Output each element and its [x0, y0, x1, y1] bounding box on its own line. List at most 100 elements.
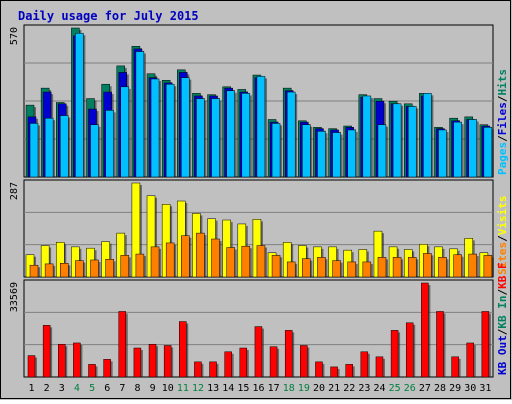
bar-kbf-day-29 [451, 356, 459, 378]
bar-kbf-day-9 [148, 343, 157, 378]
bar-pages-day-31 [483, 127, 493, 178]
bar-kbf-day-20 [315, 361, 323, 378]
bar-kbf-day-6 [103, 359, 111, 378]
legend-entry: KB Out [496, 335, 509, 375]
legend-entry: / [496, 235, 509, 242]
bar-kbf-day-10 [163, 345, 172, 378]
bar-pages-day-24 [377, 124, 387, 178]
legend-entry: Sites [496, 242, 509, 275]
legend-kb: KB Out/KB In/KB F [496, 262, 509, 375]
x-tick-label: 1 [29, 383, 35, 394]
x-tick-label: 24 [374, 383, 386, 394]
bar-sites-day-19 [302, 258, 311, 278]
bar-kbf-day-14 [224, 351, 232, 378]
x-tick-label: 9 [150, 383, 156, 394]
legend-hits-files-pages: Pages/Files/Hits [496, 69, 509, 175]
x-tick-label: 15 [237, 383, 249, 394]
x-tick-label: 17 [268, 383, 280, 394]
x-tick-label: 21 [328, 383, 340, 394]
x-tick-label: 18 [283, 383, 295, 394]
bar-kbf-day-28 [436, 311, 444, 378]
x-tick-label: 11 [177, 383, 189, 394]
bar-kbf-day-13 [209, 361, 217, 378]
bar-kbf-day-19 [300, 345, 308, 378]
bar-pages-day-29 [453, 121, 462, 178]
bar-pages-day-27 [423, 93, 432, 178]
bar-pages-day-19 [302, 124, 311, 178]
bar-sites-day-31 [483, 255, 493, 278]
x-tick-label: 28 [434, 383, 446, 394]
bar-pages-day-26 [407, 106, 417, 178]
x-tick-label: 6 [104, 383, 110, 394]
bar-pages-day-2 [44, 117, 54, 178]
x-tick-label: 14 [222, 383, 234, 394]
bar-pages-day-13 [211, 98, 220, 178]
bar-kbf-day-24 [375, 356, 384, 378]
x-tick-label: 4 [74, 383, 80, 394]
bar-sites-day-15 [241, 245, 251, 278]
y-max-label-visits-sites: 287 [9, 182, 20, 200]
bar-sites-day-17 [271, 255, 281, 278]
bar-sites-day-10 [165, 242, 175, 278]
bar-kbf-day-23 [360, 351, 369, 378]
bar-kbf-day-31 [481, 311, 490, 378]
bar-pages-day-12 [196, 98, 205, 178]
x-tick-label: 26 [404, 383, 416, 394]
bar-sites-day-6 [105, 259, 114, 278]
bar-pages-day-22 [347, 129, 356, 178]
bar-kbf-day-11 [179, 321, 187, 378]
x-tick-label: 16 [252, 383, 264, 394]
bar-kbf-day-3 [58, 343, 66, 378]
bar-sites-day-18 [286, 261, 296, 278]
legend-entry: KB F [496, 262, 509, 289]
x-tick-label: 3 [59, 383, 65, 394]
x-tick-label: 12 [192, 383, 204, 394]
x-tick-label: 31 [479, 383, 491, 394]
bar-kbf-day-18 [284, 330, 293, 378]
x-tick-label: 23 [358, 383, 370, 394]
bar-pages-day-16 [256, 76, 266, 178]
bar-kbf-day-30 [466, 342, 474, 378]
bar-sites-day-7 [120, 255, 130, 278]
x-axis-day-labels: 1 2 3 4 5 6 7 8 9 10 11 12 13 14 15 16 17 18 19 20 21 22 23 24 2… [29, 383, 492, 394]
x-tick-label: 19 [298, 383, 310, 394]
bar-kbf-day-1 [27, 355, 36, 378]
bar-pages-day-20 [317, 131, 326, 178]
bar-sites-day-24 [377, 257, 387, 278]
legend-entry: Pages [496, 142, 509, 175]
bar-sites-day-30 [468, 253, 477, 278]
bar-kbf-day-22 [345, 364, 353, 378]
bar-pages-day-8 [135, 51, 145, 178]
x-tick-label: 13 [207, 383, 219, 394]
bar-sites-day-28 [438, 257, 447, 278]
bar-sites-day-20 [317, 257, 326, 278]
legend-entry: Visits [496, 196, 509, 236]
bar-sites-day-14 [226, 247, 235, 278]
bar-kbf-day-25 [390, 330, 399, 378]
panel-visits-sites: 287 Sites/Visits [9, 179, 509, 278]
legend-entry: / [496, 95, 509, 102]
legend-entry: / [496, 135, 509, 142]
bar-sites-day-2 [44, 263, 54, 278]
bar-kbf-day-5 [88, 364, 96, 378]
bar-sites-day-29 [453, 254, 462, 278]
bar-sites-day-23 [362, 261, 372, 278]
bar-sites-day-16 [256, 245, 266, 278]
chart-title: Daily usage for July 2015 [18, 9, 199, 23]
bar-sites-day-3 [60, 262, 69, 278]
bar-pages-day-18 [286, 91, 296, 178]
bar-kbf-day-15 [239, 347, 248, 378]
bar-kbf-day-21 [330, 366, 338, 378]
bar-kbf-day-7 [118, 311, 127, 378]
legend-entry: / [496, 328, 509, 335]
x-tick-label: 30 [464, 383, 476, 394]
x-tick-label: 20 [313, 383, 325, 394]
bar-sites-day-8 [135, 253, 145, 278]
bar-sites-day-27 [423, 253, 432, 278]
legend-entry: Files [496, 102, 509, 135]
x-tick-label: 2 [44, 383, 50, 394]
